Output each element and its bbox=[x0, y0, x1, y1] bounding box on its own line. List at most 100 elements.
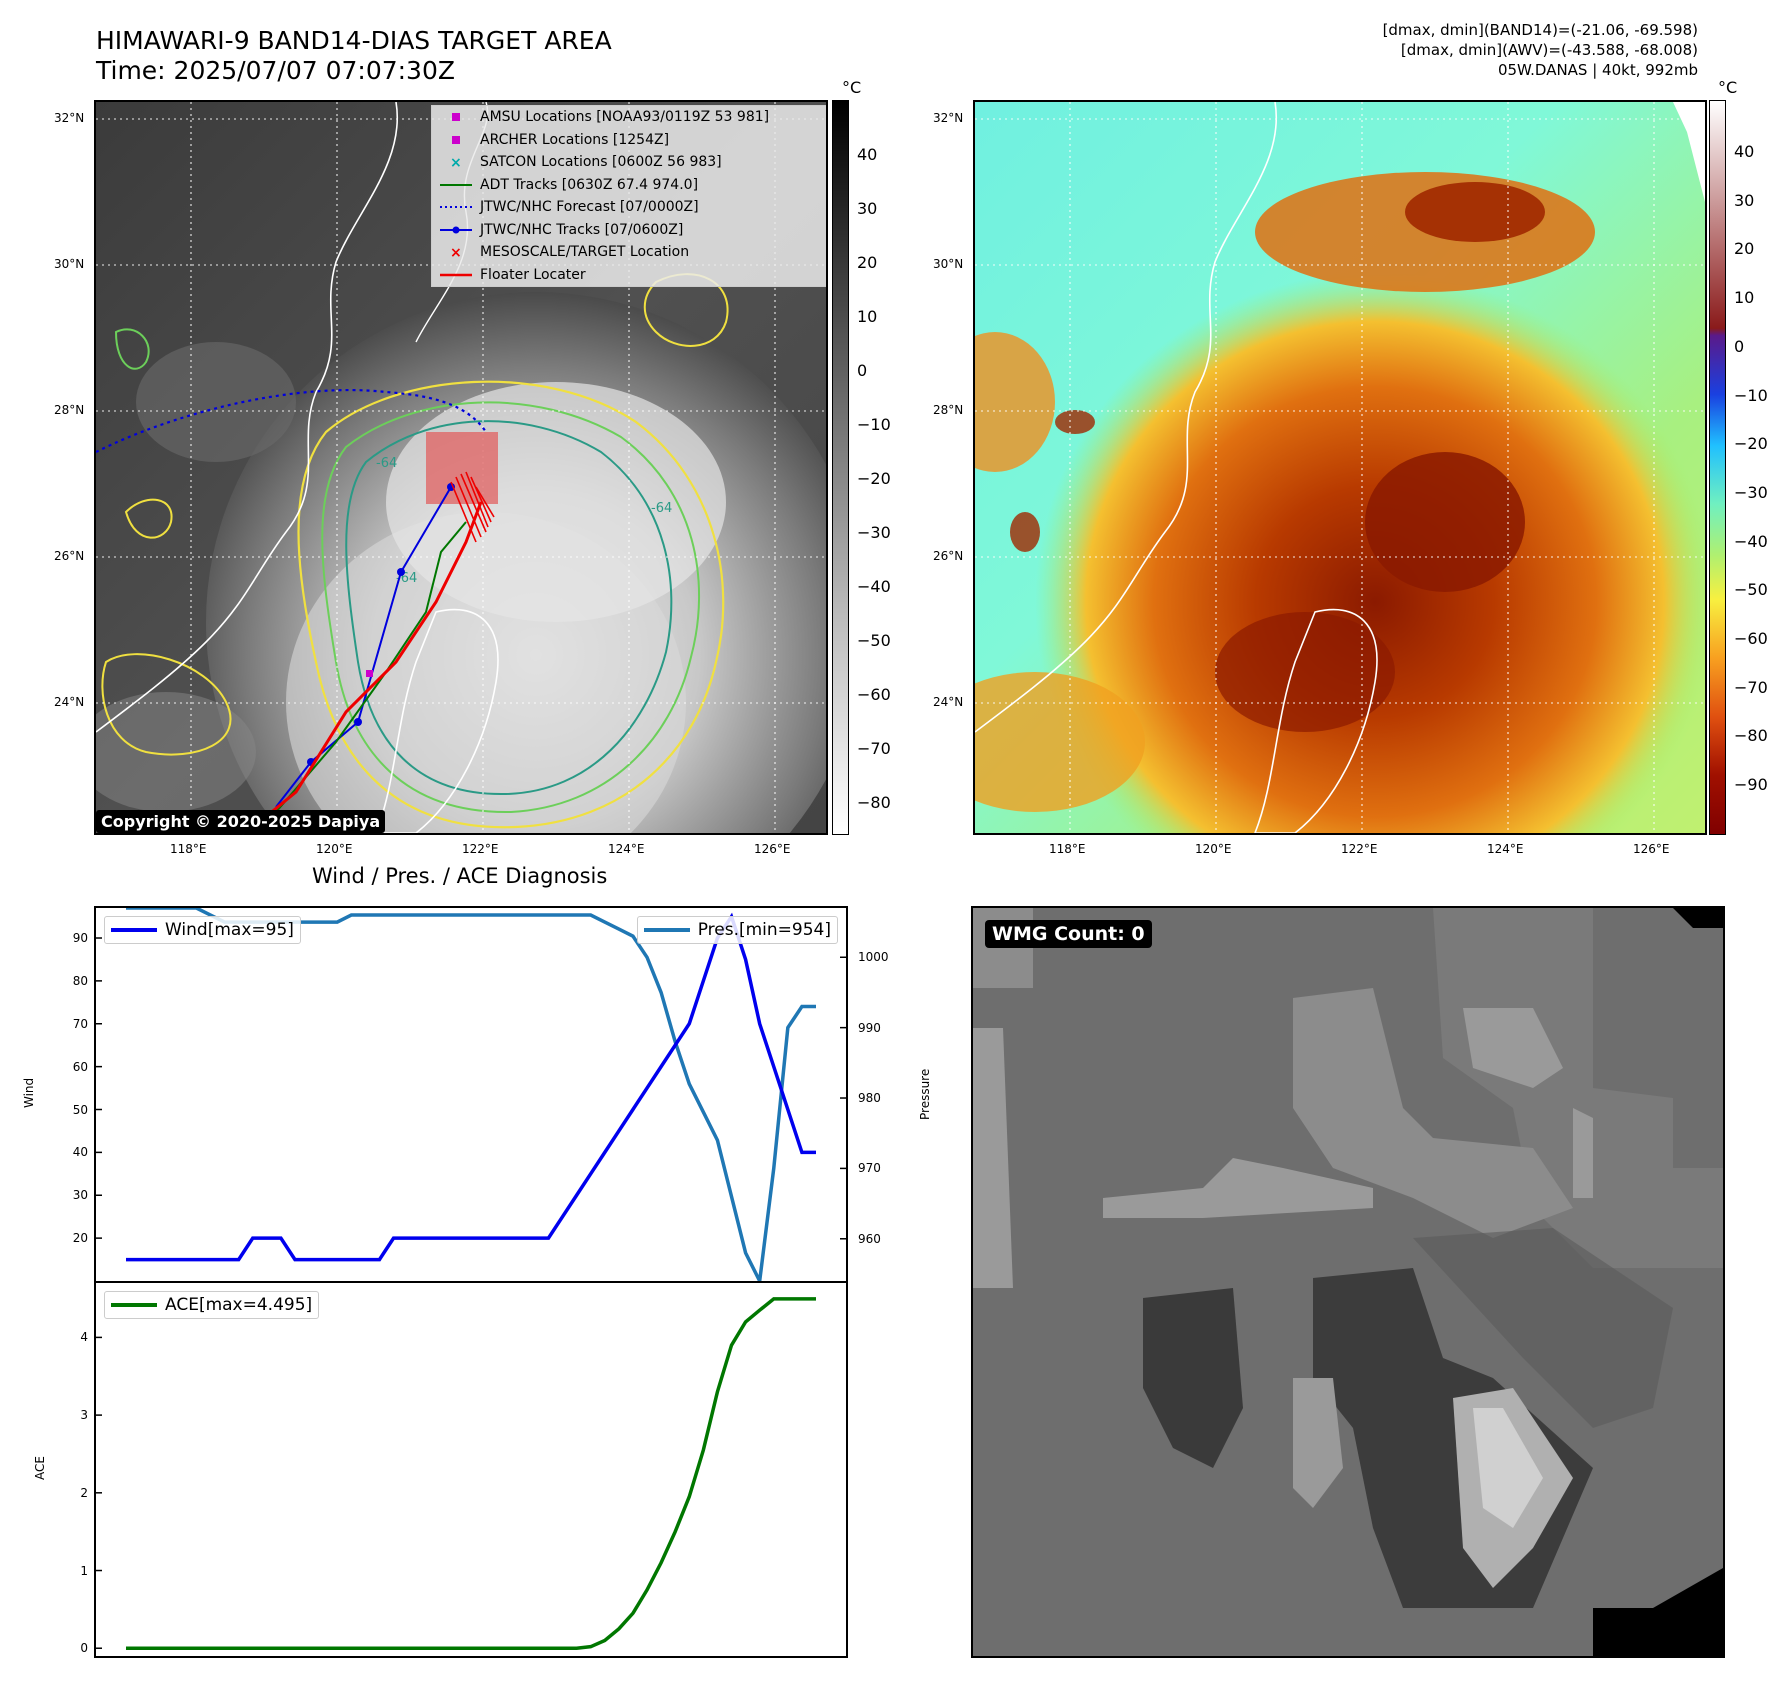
legend-forecast: JTWC/NHC Forecast [07/0000Z] bbox=[440, 199, 699, 215]
wind-tick-label: 80 bbox=[72, 973, 88, 988]
colorbar-left bbox=[832, 100, 849, 835]
figure-time: Time: 2025/07/07 07:07:30Z bbox=[96, 56, 455, 85]
lon-label: 118°E bbox=[1049, 842, 1086, 856]
colorbar-tick: −20 bbox=[857, 469, 891, 488]
pressure-tick-label: 970 bbox=[858, 1161, 881, 1176]
ace-tick-label: 0 bbox=[80, 1641, 88, 1656]
lat-label: 24°N bbox=[933, 695, 964, 709]
wmg-image bbox=[973, 908, 1723, 1656]
colorbar-tick: −40 bbox=[857, 577, 891, 596]
legend-archer: ARCHER Locations [1254Z] bbox=[432, 129, 826, 152]
colorbar-tick: −20 bbox=[1734, 434, 1768, 454]
diagnosis-title: Wind / Pres. / ACE Diagnosis bbox=[312, 864, 608, 888]
wind-legend: Wind[max=95] bbox=[104, 916, 301, 944]
ace-svg bbox=[96, 1297, 816, 1650]
legend-target: × MESOSCALE/TARGET Location bbox=[450, 244, 690, 261]
colorbar-tick: −70 bbox=[1734, 677, 1768, 697]
colorbar-right bbox=[1709, 100, 1726, 835]
svg-text:×: × bbox=[450, 155, 462, 171]
pressure-tick-label: 1000 bbox=[858, 950, 889, 965]
colorbar-tick: 40 bbox=[1734, 142, 1755, 161]
wind-tick-label: 20 bbox=[72, 1231, 88, 1246]
wind-pressure-svg bbox=[96, 908, 846, 1281]
colorbar-right-unit: °C bbox=[1718, 78, 1738, 97]
legend-amsu: AMSU Locations [NOAA93/0119Z 53 981] bbox=[432, 106, 826, 129]
colorbar-tick: −90 bbox=[1734, 775, 1768, 795]
colorbar-tick: 20 bbox=[1734, 239, 1755, 259]
svg-text:×: × bbox=[450, 245, 462, 261]
colorbar-tick: 40 bbox=[857, 145, 878, 164]
contour-label: -64 bbox=[376, 456, 397, 471]
lat-label: 32°N bbox=[54, 111, 85, 125]
lon-label: 122°E bbox=[462, 842, 499, 856]
lat-label: 26°N bbox=[54, 549, 85, 563]
ace-legend: ACE[max=4.495] bbox=[104, 1291, 320, 1319]
ir-map-panel: -64 -64 -64 bbox=[94, 100, 828, 835]
colorbar-tick: 10 bbox=[857, 307, 878, 326]
pressure-tick-label: 960 bbox=[858, 1231, 881, 1246]
wmg-count-badge: WMG Count: 0 bbox=[985, 920, 1152, 948]
lat-label: 26°N bbox=[933, 549, 964, 563]
pressure-tick-label: 990 bbox=[858, 1020, 881, 1035]
ace-tick-label: 3 bbox=[80, 1408, 88, 1423]
colorbar-tick: −10 bbox=[1734, 385, 1768, 405]
colorbar-tick: −50 bbox=[857, 631, 891, 650]
lat-label: 28°N bbox=[933, 403, 964, 417]
contour-label: -64 bbox=[651, 501, 672, 516]
lat-label: 24°N bbox=[54, 695, 85, 709]
colorbar-tick: 30 bbox=[1734, 190, 1755, 210]
legend-adt: ADT Tracks [0630Z 67.4 974.0] bbox=[440, 176, 699, 193]
colorbar-tick: −10 bbox=[857, 415, 891, 434]
figure-title: HIMAWARI-9 BAND14-DIAS TARGET AREA bbox=[96, 26, 612, 55]
colorbar-tick: −60 bbox=[857, 685, 891, 704]
lat-label: 28°N bbox=[54, 403, 85, 417]
lat-label: 32°N bbox=[933, 111, 964, 125]
meta-awv: [dmax, dmin](AWV)=(-43.588, -68.008) bbox=[1400, 41, 1698, 59]
awv-map-image bbox=[975, 102, 1705, 833]
legend-jtwc: JTWC/NHC Tracks [07/0600Z] bbox=[432, 219, 826, 242]
lon-label: 122°E bbox=[1341, 842, 1378, 856]
lon-label: 120°E bbox=[316, 842, 353, 856]
colorbar-left-unit: °C bbox=[842, 78, 862, 97]
lon-label: 124°E bbox=[1487, 842, 1524, 856]
lon-label: 124°E bbox=[608, 842, 645, 856]
ace-plot: ACE[max=4.495] bbox=[94, 1281, 848, 1658]
ace-tick-label: 1 bbox=[80, 1563, 88, 1578]
colorbar-tick: −60 bbox=[1734, 629, 1768, 648]
lon-label: 120°E bbox=[1195, 842, 1232, 856]
pressure-tick-label: 980 bbox=[858, 1091, 881, 1106]
wind-tick-label: 30 bbox=[72, 1188, 88, 1203]
colorbar-tick: −40 bbox=[1734, 531, 1768, 551]
copyright-label: Copyright © 2020-2025 Dapiya bbox=[96, 810, 386, 833]
meta-storm: 05W.DANAS | 40kt, 992mb bbox=[1497, 61, 1698, 79]
meta-band14: [dmax, dmin](BAND14)=(-21.06, -69.598) bbox=[1382, 21, 1698, 39]
wind-axis-label: Wind bbox=[22, 1077, 36, 1108]
colorbar-tick: −80 bbox=[857, 793, 891, 812]
colorbar-tick: 10 bbox=[1734, 288, 1755, 308]
legend-satcon: × SATCON Locations [0600Z 56 983] bbox=[450, 154, 722, 171]
pressure-line bbox=[126, 908, 816, 1281]
colorbar-tick: −30 bbox=[1734, 482, 1768, 502]
track-legend: AMSU Locations [NOAA93/0119Z 53 981] ARC… bbox=[431, 105, 826, 287]
wind-tick-label: 70 bbox=[72, 1016, 88, 1031]
lon-label: 126°E bbox=[754, 842, 791, 856]
colorbar-tick: 20 bbox=[857, 253, 878, 272]
colorbar-tick: −80 bbox=[1734, 726, 1768, 746]
legend-floater: Floater Locater bbox=[440, 266, 586, 283]
colorbar-tick: 0 bbox=[857, 361, 868, 380]
lat-label: 30°N bbox=[933, 257, 964, 271]
colorbar-tick: −50 bbox=[1734, 580, 1768, 600]
awv-map-panel bbox=[973, 100, 1707, 835]
wind-tick-label: 90 bbox=[72, 931, 88, 945]
colorbar-tick: 0 bbox=[1734, 336, 1745, 356]
lat-label: 30°N bbox=[54, 257, 85, 271]
wind-pressure-plot: Wind[max=95] Pres.[min=954] bbox=[94, 906, 848, 1283]
pressure-axis-label: Pressure bbox=[918, 1068, 932, 1120]
pressure-legend-swatch bbox=[643, 928, 690, 932]
wind-tick-label: 50 bbox=[72, 1102, 88, 1117]
wind-legend-swatch bbox=[111, 928, 157, 932]
ace-legend-swatch bbox=[111, 1303, 157, 1307]
ace-tick-label: 4 bbox=[80, 1330, 88, 1345]
colorbar-tick: 30 bbox=[857, 199, 878, 218]
colorbar-tick: −30 bbox=[857, 523, 891, 542]
